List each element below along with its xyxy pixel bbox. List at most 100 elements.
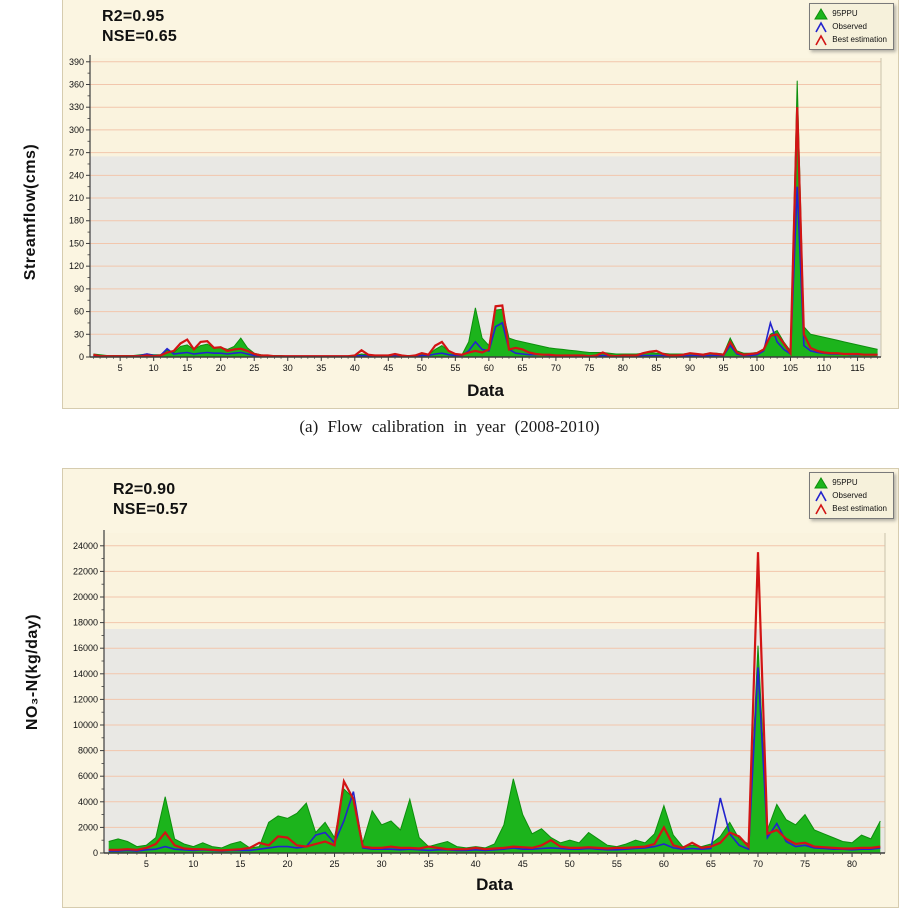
svg-text:8000: 8000 (78, 746, 98, 756)
flow-r2-value: R2=0.95 (102, 8, 165, 25)
legend-item-observed: Observed (814, 20, 887, 33)
svg-text:20: 20 (282, 859, 292, 869)
svg-text:16000: 16000 (73, 643, 98, 653)
no3-chart-plot: 0 2000 4000 6000 8000 10000 12000 14000 16000 180… (73, 530, 886, 869)
svg-text:65: 65 (706, 859, 716, 869)
legend-label: Best estimation (832, 35, 887, 44)
svg-text:50: 50 (417, 363, 427, 373)
svg-text:65: 65 (517, 363, 527, 373)
svg-text:0: 0 (79, 352, 84, 362)
svg-text:14000: 14000 (73, 669, 98, 679)
no3-stats: R2=0.90 NSE=0.57 (113, 480, 188, 520)
svg-text:100: 100 (749, 363, 764, 373)
svg-text:105: 105 (783, 363, 798, 373)
no3-r2-value: R2=0.90 (113, 481, 176, 498)
svg-text:390: 390 (69, 57, 84, 67)
svg-text:180: 180 (69, 216, 84, 226)
svg-text:150: 150 (69, 238, 84, 248)
no3-nse-value: NSE=0.57 (113, 501, 188, 518)
svg-text:5: 5 (144, 859, 149, 869)
svg-text:10: 10 (149, 363, 159, 373)
svg-text:20000: 20000 (73, 592, 98, 602)
svg-text:20: 20 (216, 363, 226, 373)
svg-text:60: 60 (484, 363, 494, 373)
open-triangle-icon (815, 33, 827, 45)
svg-text:5: 5 (118, 363, 123, 373)
svg-text:60: 60 (74, 307, 84, 317)
svg-text:22000: 22000 (73, 566, 98, 576)
svg-text:90: 90 (74, 284, 84, 294)
svg-text:30: 30 (283, 363, 293, 373)
svg-text:6000: 6000 (78, 771, 98, 781)
svg-text:90: 90 (685, 363, 695, 373)
svg-text:10000: 10000 (73, 720, 98, 730)
svg-text:18000: 18000 (73, 618, 98, 628)
flow-legend: 95PPU Observed Best estimation (809, 3, 894, 50)
legend-label: 95PPU (832, 9, 858, 18)
no3-legend: 95PPU Observed Best estimation (809, 472, 894, 519)
svg-text:55: 55 (612, 859, 622, 869)
filled-triangle-icon (814, 476, 829, 488)
svg-text:15: 15 (235, 859, 245, 869)
svg-text:35: 35 (316, 363, 326, 373)
svg-text:110: 110 (817, 363, 831, 373)
svg-text:270: 270 (69, 148, 84, 158)
svg-text:240: 240 (69, 170, 84, 180)
svg-text:25: 25 (330, 859, 340, 869)
no3-x-axis-title: Data (476, 875, 513, 894)
svg-text:80: 80 (847, 859, 857, 869)
open-triangle-icon (815, 20, 827, 32)
flow-chart-plot: 0 30 60 90 120 150 180 210 240 270 300 330 360 390 5 10… (69, 55, 882, 373)
svg-text:70: 70 (551, 363, 561, 373)
svg-text:70: 70 (753, 859, 763, 869)
svg-text:50: 50 (565, 859, 575, 869)
svg-text:0: 0 (93, 848, 98, 858)
svg-text:45: 45 (518, 859, 528, 869)
open-triangle-icon (815, 489, 827, 501)
svg-text:75: 75 (584, 363, 594, 373)
svg-text:210: 210 (69, 193, 84, 203)
svg-text:55: 55 (450, 363, 460, 373)
figure-caption: (a) Flow calibration in year (2008-2010) (299, 417, 600, 436)
svg-text:60: 60 (659, 859, 669, 869)
legend-item-95ppu: 95PPU (814, 7, 887, 20)
legend-label: Observed (832, 22, 867, 31)
no3-chart-panel: R2=0.90 NSE=0.57 95PPU Observed Best est… (62, 468, 899, 908)
svg-text:40: 40 (350, 363, 360, 373)
legend-item-95ppu: 95PPU (814, 476, 887, 489)
open-triangle-icon (815, 502, 827, 514)
no3-y-axis-title: NO₃-N(kg/day) (24, 613, 41, 731)
svg-text:40: 40 (471, 859, 481, 869)
svg-text:12000: 12000 (73, 694, 98, 704)
svg-text:360: 360 (69, 79, 84, 89)
svg-text:10: 10 (188, 859, 198, 869)
svg-text:300: 300 (69, 125, 84, 135)
legend-label: Best estimation (832, 504, 887, 513)
svg-text:30: 30 (74, 329, 84, 339)
flow-nse-value: NSE=0.65 (102, 28, 177, 45)
svg-text:115: 115 (850, 363, 864, 373)
svg-text:25: 25 (249, 363, 259, 373)
svg-text:330: 330 (69, 102, 84, 112)
legend-label: Observed (832, 491, 867, 500)
svg-text:15: 15 (182, 363, 192, 373)
svg-text:30: 30 (377, 859, 387, 869)
svg-text:45: 45 (383, 363, 393, 373)
legend-item-best-estimation: Best estimation (814, 502, 887, 515)
legend-label: 95PPU (832, 478, 858, 487)
svg-text:120: 120 (69, 261, 84, 271)
filled-triangle-icon (814, 7, 829, 19)
svg-text:85: 85 (651, 363, 661, 373)
flow-x-axis-title: Data (467, 381, 504, 400)
svg-text:2000: 2000 (78, 822, 98, 832)
svg-text:95: 95 (718, 363, 728, 373)
flow-stats: R2=0.95 NSE=0.65 (102, 7, 177, 47)
flow-y-axis-title: Streamflow(cms) (22, 143, 39, 281)
legend-item-observed: Observed (814, 489, 887, 502)
svg-text:75: 75 (800, 859, 810, 869)
svg-text:80: 80 (618, 363, 628, 373)
svg-text:35: 35 (424, 859, 434, 869)
legend-item-best-estimation: Best estimation (814, 33, 887, 46)
svg-text:24000: 24000 (73, 541, 98, 551)
